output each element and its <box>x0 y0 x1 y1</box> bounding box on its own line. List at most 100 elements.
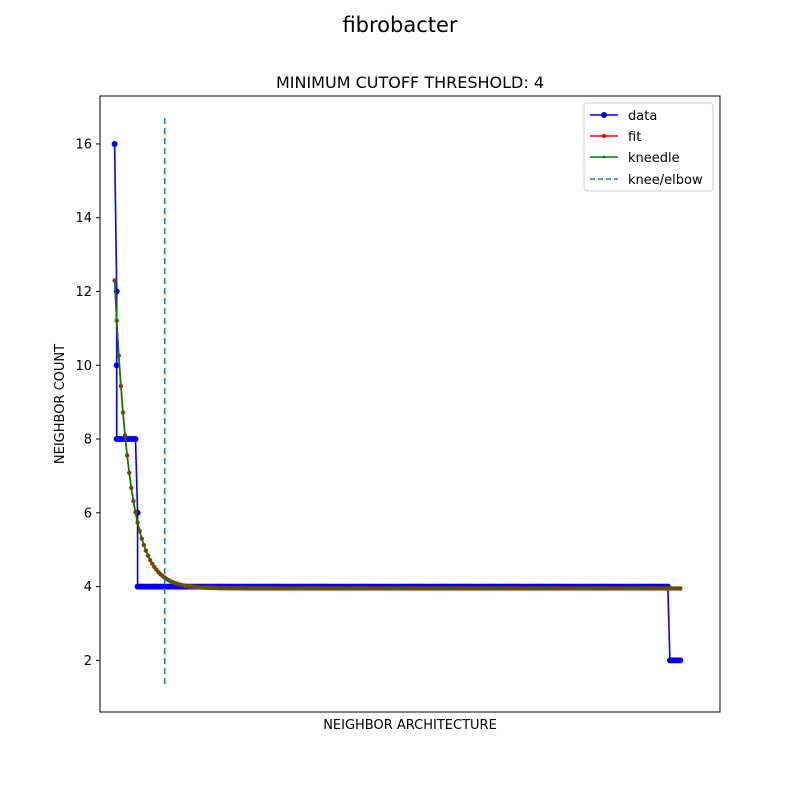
kneedle-point <box>309 587 313 590</box>
kneedle-point <box>165 577 169 581</box>
kneedle-point <box>497 587 501 590</box>
kneedle-point <box>509 587 513 590</box>
kneedle-point <box>378 587 382 590</box>
kneedle-point <box>566 587 569 590</box>
kneedle-point <box>138 529 141 533</box>
kneedle-point <box>288 587 292 590</box>
kneedle-point <box>493 587 496 590</box>
kneedle-point <box>637 587 640 590</box>
kneedle-point <box>430 587 434 590</box>
kneedle-point <box>342 587 346 590</box>
kneedle-point <box>376 587 379 590</box>
kneedle-point <box>363 587 367 590</box>
legend-data-label: data <box>628 109 657 124</box>
kneedle-point <box>386 587 390 590</box>
kneedle-point <box>503 587 507 590</box>
kneedle-point <box>132 499 135 503</box>
kneedle-point <box>610 587 613 590</box>
kneedle-point <box>679 587 682 590</box>
data-point <box>113 362 120 369</box>
kneedle-point <box>232 587 235 590</box>
kneedle-point <box>514 587 517 590</box>
kneedle-point <box>228 586 231 590</box>
kneedle-point <box>326 587 329 590</box>
kneedle-point <box>236 587 240 590</box>
kneedle-point <box>127 471 131 475</box>
kneedle-point <box>441 587 444 590</box>
kneedle-point <box>549 587 553 590</box>
kneedle-point <box>313 587 317 590</box>
kneedle-point <box>395 587 398 590</box>
kneedle-point <box>219 586 223 590</box>
kneedle-point <box>374 587 377 590</box>
kneedle-point <box>332 587 336 590</box>
kneedle-point <box>447 587 450 590</box>
kneedle-point <box>130 486 133 490</box>
kneedle-point <box>159 572 162 576</box>
kneedle-point <box>459 587 463 590</box>
kneedle-point <box>564 587 567 590</box>
kneedle-point <box>413 587 417 590</box>
y-axis-label: NEIGHBOR COUNT <box>53 344 68 464</box>
kneedle-point <box>167 579 171 582</box>
kneedle-point <box>416 587 419 590</box>
kneedle-point <box>305 587 308 590</box>
kneedle-point <box>271 587 275 590</box>
kneedle-point <box>140 537 144 540</box>
kneedle-point <box>589 587 592 590</box>
kneedle-point <box>226 586 229 590</box>
kneedle-point <box>670 587 674 590</box>
kneedle-point <box>662 587 665 590</box>
kneedle-point <box>205 586 208 590</box>
kneedle-point <box>551 587 555 590</box>
kneedle-point <box>660 587 663 590</box>
kneedle-point <box>244 587 248 590</box>
kneedle-point <box>294 587 298 590</box>
kneedle-point <box>161 574 164 578</box>
kneedle-point <box>307 587 311 590</box>
kneedle-point <box>223 586 227 590</box>
kneedle-point <box>585 587 588 590</box>
kneedle-point <box>278 587 281 590</box>
kneedle-point <box>115 319 118 322</box>
kneedle-point <box>261 587 265 590</box>
kneedle-point <box>134 511 137 514</box>
kneedle-point <box>315 587 319 590</box>
kneedle-point <box>530 587 534 590</box>
kneedle-point <box>543 587 546 590</box>
kneedle-point <box>184 584 187 588</box>
kneedle-point <box>480 587 484 590</box>
kneedle-point <box>664 587 668 590</box>
kneedle-point <box>192 585 196 589</box>
kneedle-point <box>557 587 561 590</box>
kneedle-point <box>209 586 212 590</box>
kneedle-point <box>211 586 215 590</box>
kneedle-point <box>443 587 446 590</box>
kneedle-point <box>512 587 515 590</box>
kneedle-point <box>340 587 344 590</box>
kneedle-point <box>618 587 622 590</box>
kneedle-point <box>194 585 198 589</box>
kneedle-point <box>641 587 645 590</box>
kneedle-point <box>276 587 279 590</box>
kneedle-point <box>645 587 649 590</box>
kneedle-point <box>186 584 189 588</box>
y-tick-label: 14 <box>75 211 92 226</box>
plot-area <box>111 118 684 687</box>
kneedle-point <box>491 587 494 590</box>
kneedle-point <box>213 586 217 590</box>
kneedle-point <box>608 587 611 590</box>
kneedle-point <box>418 587 421 590</box>
kneedle-point <box>643 587 647 590</box>
kneedle-point <box>301 587 304 590</box>
kneedle-point <box>635 587 638 590</box>
kneedle-point <box>330 587 334 590</box>
kneedle-point <box>123 434 127 437</box>
kneedle-point <box>451 587 455 590</box>
kneedle-point <box>516 587 519 590</box>
kneedle-point <box>292 587 296 590</box>
kneedle-point <box>478 587 482 590</box>
legend-data-marker <box>601 112 607 118</box>
kneedle-point <box>401 587 404 590</box>
